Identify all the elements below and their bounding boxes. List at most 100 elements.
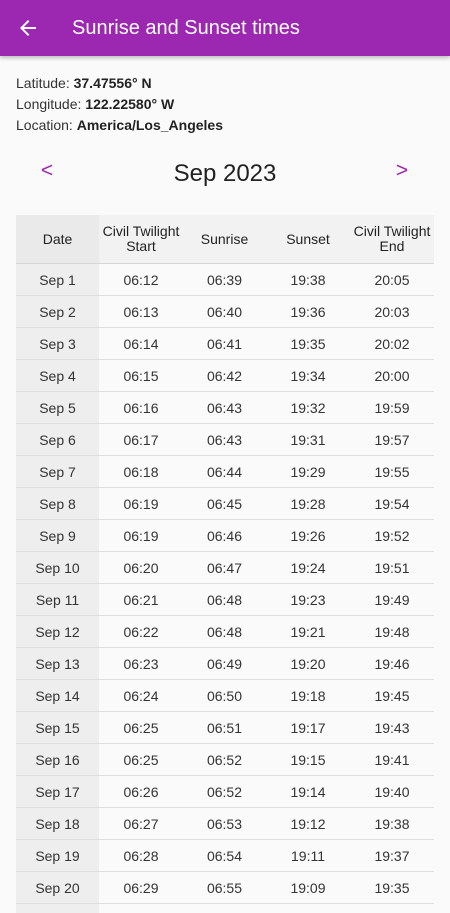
civil-twilight-end-cell: 19:49 <box>350 583 434 616</box>
prev-month-button[interactable]: < <box>40 159 54 182</box>
date-cell: Sep 8 <box>16 487 99 520</box>
sunset-cell: 19:18 <box>266 679 350 712</box>
back-button[interactable] <box>0 0 56 56</box>
sunset-cell: 19:32 <box>266 391 350 424</box>
civil-twilight-start-cell: 06:27 <box>99 807 183 840</box>
sunrise-cell: 06:49 <box>183 647 266 680</box>
table-row: Sep 3 06:14 06:41 19:35 20:02 <box>16 327 434 360</box>
month-navigator: < Sep 2023 > <box>16 155 434 195</box>
times-table-container[interactable]: Date Civil Twilight Start Sunrise Sunset… <box>16 215 434 913</box>
date-cell: Sep 4 <box>16 359 99 392</box>
sunset-cell: 19:21 <box>266 615 350 648</box>
sunrise-cell: 06:53 <box>183 807 266 840</box>
sunrise-cell: 06:40 <box>183 295 266 328</box>
sunset-cell: 19:23 <box>266 583 350 616</box>
longitude-row: Longitude: 122.22580° W <box>16 94 436 115</box>
civil-twilight-start-cell: 06:17 <box>99 423 183 456</box>
civil-twilight-start-cell: 06:21 <box>99 583 183 616</box>
sunrise-cell: 06:48 <box>183 615 266 648</box>
civil-twilight-end-cell: 19:55 <box>350 455 434 488</box>
table-header-row: Date Civil Twilight Start Sunrise Sunset… <box>16 215 434 264</box>
civil-twilight-start-cell: 06:13 <box>99 295 183 328</box>
civil-twilight-start-cell: 06:23 <box>99 647 183 680</box>
sunrise-cell: 06:55 <box>183 871 266 904</box>
sunset-cell: 19:31 <box>266 423 350 456</box>
app-bar: Sunrise and Sunset times <box>0 0 450 56</box>
civil-twilight-start-cell: 06:12 <box>99 263 183 296</box>
civil-twilight-start-cell: 06:15 <box>99 359 183 392</box>
civil-twilight-end-cell: 19:51 <box>350 551 434 584</box>
table-row: Sep 18 06:27 06:53 19:12 19:38 <box>16 807 434 840</box>
date-cell: Sep 16 <box>16 743 99 776</box>
civil-twilight-end-cell: 20:00 <box>350 359 434 392</box>
table-row: Sep 20 06:29 06:55 19:09 19:35 <box>16 871 434 904</box>
latitude-label: Latitude: <box>16 75 70 91</box>
sunrise-cell: 06:54 <box>183 839 266 872</box>
civil-twilight-start-cell: 06:20 <box>99 551 183 584</box>
civil-twilight-end-cell: 19:52 <box>350 519 434 552</box>
header-sunset: Sunset <box>266 215 350 264</box>
location-row: Location: America/Los_Angeles <box>16 115 436 136</box>
table-body: Sep 1 06:12 06:39 19:38 20:05 Sep 2 06:13 06:40… <box>16 263 434 913</box>
civil-twilight-start-cell: 06:29 <box>99 871 183 904</box>
civil-twilight-end-cell: 19:37 <box>350 839 434 872</box>
date-cell: Sep 12 <box>16 615 99 648</box>
civil-twilight-start-cell: 06:19 <box>99 519 183 552</box>
sunrise-cell: 06:48 <box>183 583 266 616</box>
table-row: Sep 8 06:19 06:45 19:28 19:54 <box>16 487 434 520</box>
longitude-value: 122.22580° W <box>85 96 175 112</box>
latitude-value: 37.47556° N <box>73 75 152 91</box>
table-row: Sep 4 06:15 06:42 19:34 20:00 <box>16 359 434 392</box>
table-row: Sep 1 06:12 06:39 19:38 20:05 <box>16 263 434 296</box>
civil-twilight-start-cell: 06:14 <box>99 327 183 360</box>
civil-twilight-end-cell: 19:57 <box>350 423 434 456</box>
sunset-cell: 19:12 <box>266 807 350 840</box>
civil-twilight-end-cell: 19:43 <box>350 711 434 744</box>
table-row: Sep 6 06:17 06:43 19:31 19:57 <box>16 423 434 456</box>
sunrise-cell: 06:52 <box>183 775 266 808</box>
latitude-row: Latitude: 37.47556° N <box>16 73 436 94</box>
location-value: America/Los_Angeles <box>76 117 224 133</box>
sunset-cell: 19:09 <box>266 871 350 904</box>
table-cell-empty <box>16 903 99 913</box>
table-row: Sep 5 06:16 06:43 19:32 19:59 <box>16 391 434 424</box>
table-row: Sep 15 06:25 06:51 19:17 19:43 <box>16 711 434 744</box>
location-info: Latitude: 37.47556° N Longitude: 122.225… <box>16 73 436 136</box>
sunset-cell: 19:38 <box>266 263 350 296</box>
sunrise-cell: 06:51 <box>183 711 266 744</box>
civil-twilight-start-cell: 06:28 <box>99 839 183 872</box>
civil-twilight-end-cell: 19:45 <box>350 679 434 712</box>
sunrise-cell: 06:42 <box>183 359 266 392</box>
sunrise-cell: 06:43 <box>183 391 266 424</box>
sunrise-cell: 06:47 <box>183 551 266 584</box>
times-table: Date Civil Twilight Start Sunrise Sunset… <box>16 215 434 913</box>
sunrise-cell: 06:39 <box>183 263 266 296</box>
date-cell: Sep 6 <box>16 423 99 456</box>
civil-twilight-end-cell: 20:02 <box>350 327 434 360</box>
table-row: Sep 17 06:26 06:52 19:14 19:40 <box>16 775 434 808</box>
location-label: Location: <box>16 117 73 133</box>
civil-twilight-start-cell: 06:25 <box>99 711 183 744</box>
table-row: Sep 13 06:23 06:49 19:20 19:46 <box>16 647 434 680</box>
table-row: Sep 14 06:24 06:50 19:18 19:45 <box>16 679 434 712</box>
civil-twilight-start-cell: 06:25 <box>99 743 183 776</box>
sunset-cell: 19:17 <box>266 711 350 744</box>
longitude-label: Longitude: <box>16 96 82 112</box>
sunset-cell: 19:14 <box>266 775 350 808</box>
civil-twilight-end-cell: 20:05 <box>350 263 434 296</box>
page-title: Sunrise and Sunset times <box>72 16 300 39</box>
civil-twilight-start-cell: 06:19 <box>99 487 183 520</box>
date-cell: Sep 19 <box>16 839 99 872</box>
civil-twilight-start-cell: 06:24 <box>99 679 183 712</box>
sunset-cell: 19:24 <box>266 551 350 584</box>
civil-twilight-end-cell: 19:41 <box>350 743 434 776</box>
table-row-partial <box>16 903 434 913</box>
civil-twilight-start-cell: 06:22 <box>99 615 183 648</box>
sunrise-cell: 06:46 <box>183 519 266 552</box>
next-month-button[interactable]: > <box>395 159 409 182</box>
sunset-cell: 19:34 <box>266 359 350 392</box>
civil-twilight-end-cell: 19:40 <box>350 775 434 808</box>
sunset-cell: 19:29 <box>266 455 350 488</box>
sunrise-cell: 06:50 <box>183 679 266 712</box>
header-civil-twilight-start: Civil Twilight Start <box>99 215 183 264</box>
